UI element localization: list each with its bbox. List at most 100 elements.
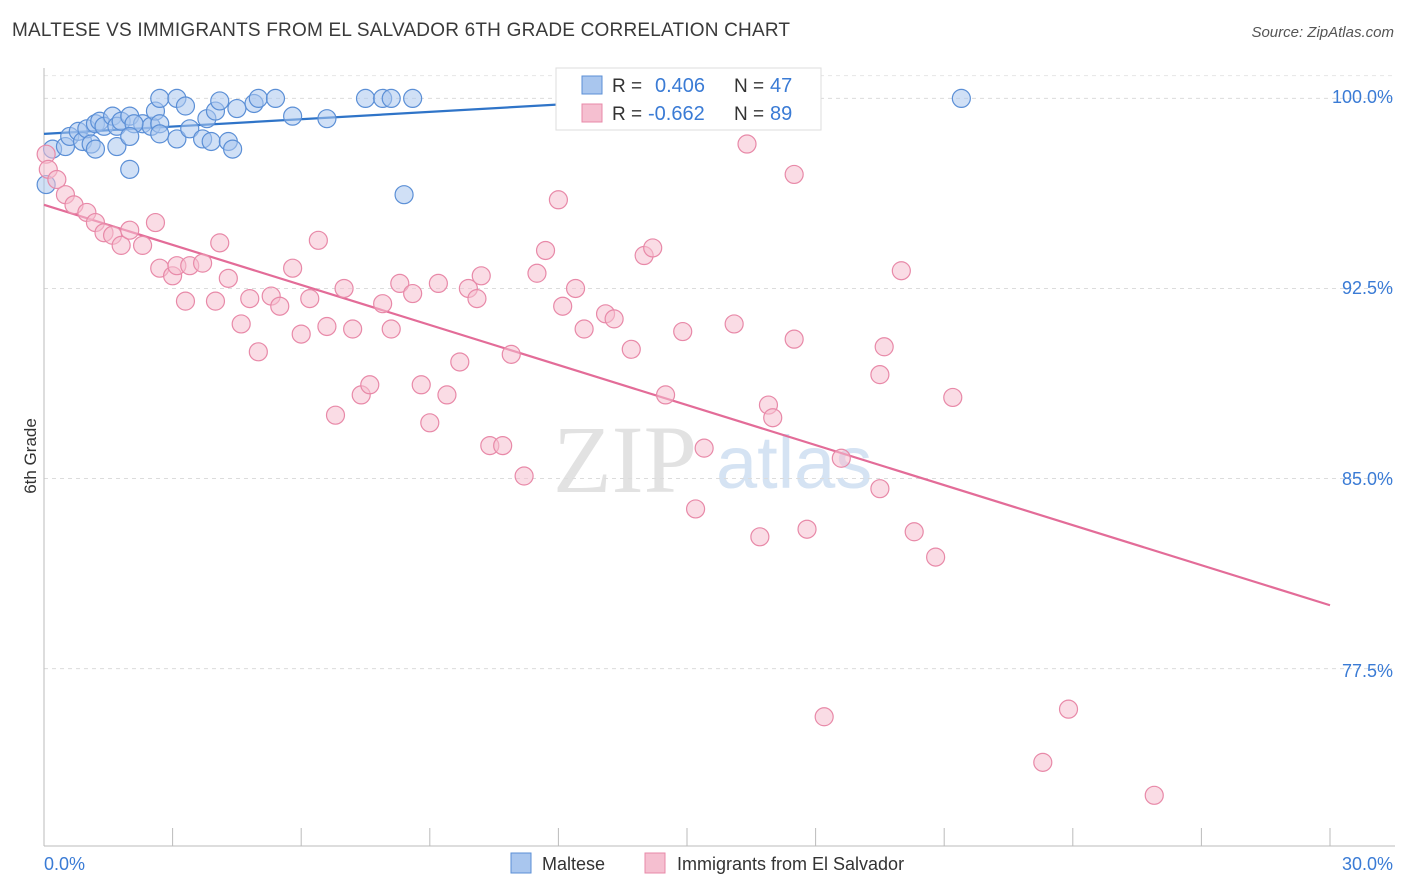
point-elsalvador — [283, 258, 303, 278]
y-axis-label: 6th Grade — [21, 418, 40, 494]
chart-title: MALTESE VS IMMIGRANTS FROM EL SALVADOR 6… — [12, 20, 791, 41]
point-maltese — [951, 88, 971, 109]
point-elsalvador — [205, 291, 226, 311]
point-elsalvador — [621, 339, 641, 359]
point-elsalvador — [548, 190, 569, 210]
point-maltese — [248, 88, 268, 109]
stats-r-label-elsalvador: R = — [612, 104, 642, 125]
point-elsalvador — [373, 294, 393, 314]
point-maltese — [394, 185, 414, 205]
point-elsalvador — [574, 319, 594, 339]
x-tick-label-max: 30.0% — [1342, 854, 1393, 874]
point-elsalvador — [300, 289, 320, 309]
point-elsalvador — [501, 344, 521, 364]
point-elsalvador — [120, 220, 140, 240]
point-maltese — [150, 124, 170, 144]
point-elsalvador — [325, 405, 346, 425]
point-elsalvador — [270, 296, 290, 316]
y-tick-label-92-5: 92.5% — [1342, 278, 1393, 298]
point-elsalvador — [870, 479, 890, 499]
point-maltese — [150, 88, 170, 109]
point-elsalvador — [381, 319, 401, 339]
point-maltese — [120, 159, 140, 179]
point-maltese — [265, 88, 286, 109]
point-elsalvador — [724, 314, 744, 334]
stats-n-value-maltese: 47 — [770, 75, 792, 97]
point-maltese — [403, 88, 423, 109]
point-elsalvador — [437, 385, 457, 405]
y-tick-label-85: 85.0% — [1342, 469, 1393, 489]
point-elsalvador — [831, 448, 851, 468]
point-elsalvador — [737, 134, 757, 154]
y-tick-label-77-5: 77.5% — [1342, 661, 1393, 681]
point-elsalvador — [193, 253, 213, 273]
point-maltese — [381, 88, 401, 109]
point-maltese — [317, 109, 337, 129]
gridlines — [44, 75, 1395, 670]
point-elsalvador — [467, 289, 487, 309]
point-maltese — [85, 139, 106, 159]
x-tick-label-min: 0.0% — [44, 854, 85, 874]
point-elsalvador — [471, 266, 491, 286]
point-elsalvador — [870, 365, 890, 385]
stats-r-value-maltese: 0.406 — [655, 75, 705, 97]
point-elsalvador — [343, 319, 363, 339]
point-elsalvador — [797, 519, 817, 539]
point-elsalvador — [643, 238, 663, 258]
y-tick-label-100: 100.0% — [1332, 87, 1393, 107]
legend-swatch-maltese — [510, 852, 532, 874]
source-credit: Source: ZipAtlas.com — [1251, 24, 1394, 41]
point-elsalvador — [291, 324, 311, 344]
point-elsalvador — [145, 212, 166, 233]
stats-n-value-elsalvador: 89 — [770, 103, 792, 125]
point-maltese — [120, 126, 140, 147]
point-elsalvador — [565, 278, 586, 299]
point-elsalvador — [514, 466, 534, 486]
point-elsalvador — [891, 261, 911, 281]
point-elsalvador — [450, 352, 470, 372]
axes — [43, 68, 1395, 847]
legend: Maltese Immigrants from El Salvador — [510, 852, 904, 874]
point-elsalvador — [553, 296, 573, 316]
point-elsalvador — [763, 408, 783, 428]
point-elsalvador — [317, 316, 337, 337]
point-elsalvador — [132, 235, 153, 255]
point-elsalvador — [240, 289, 260, 309]
point-elsalvador — [111, 235, 131, 255]
stats-swatch-elsalvador — [581, 103, 603, 123]
point-elsalvador — [904, 522, 924, 542]
point-elsalvador — [535, 240, 556, 261]
trend-line-elsalvador — [43, 203, 1331, 607]
point-elsalvador — [874, 337, 894, 357]
point-maltese — [227, 98, 247, 119]
point-maltese — [201, 131, 221, 152]
point-elsalvador — [1033, 752, 1053, 772]
point-maltese — [223, 139, 243, 159]
point-elsalvador — [926, 547, 946, 567]
point-elsalvador — [47, 169, 67, 190]
stats-swatch-maltese — [581, 75, 603, 95]
point-elsalvador — [784, 329, 804, 349]
legend-swatch-elsalvador — [644, 852, 666, 874]
point-elsalvador — [943, 387, 963, 408]
stats-n-label-maltese: N = — [734, 76, 764, 97]
stats-n-label-elsalvador: N = — [734, 104, 764, 125]
point-elsalvador — [334, 278, 354, 299]
point-elsalvador — [390, 273, 410, 294]
point-elsalvador — [685, 499, 706, 519]
watermark-zip: ZIP — [553, 406, 697, 513]
point-maltese — [283, 106, 303, 126]
stats-box: R = 0.406 N = 47 R = -0.662 N = 89 — [555, 67, 822, 131]
point-elsalvador — [673, 321, 693, 342]
legend-label-elsalvador: Immigrants from El Salvador — [677, 854, 904, 874]
point-maltese — [210, 91, 230, 111]
point-elsalvador — [655, 385, 676, 405]
point-elsalvador — [218, 268, 238, 288]
point-elsalvador — [248, 342, 268, 362]
point-elsalvador — [175, 291, 196, 311]
point-elsalvador — [527, 263, 547, 283]
point-elsalvador — [1144, 785, 1164, 805]
point-elsalvador — [210, 233, 230, 253]
point-elsalvador — [308, 230, 328, 250]
